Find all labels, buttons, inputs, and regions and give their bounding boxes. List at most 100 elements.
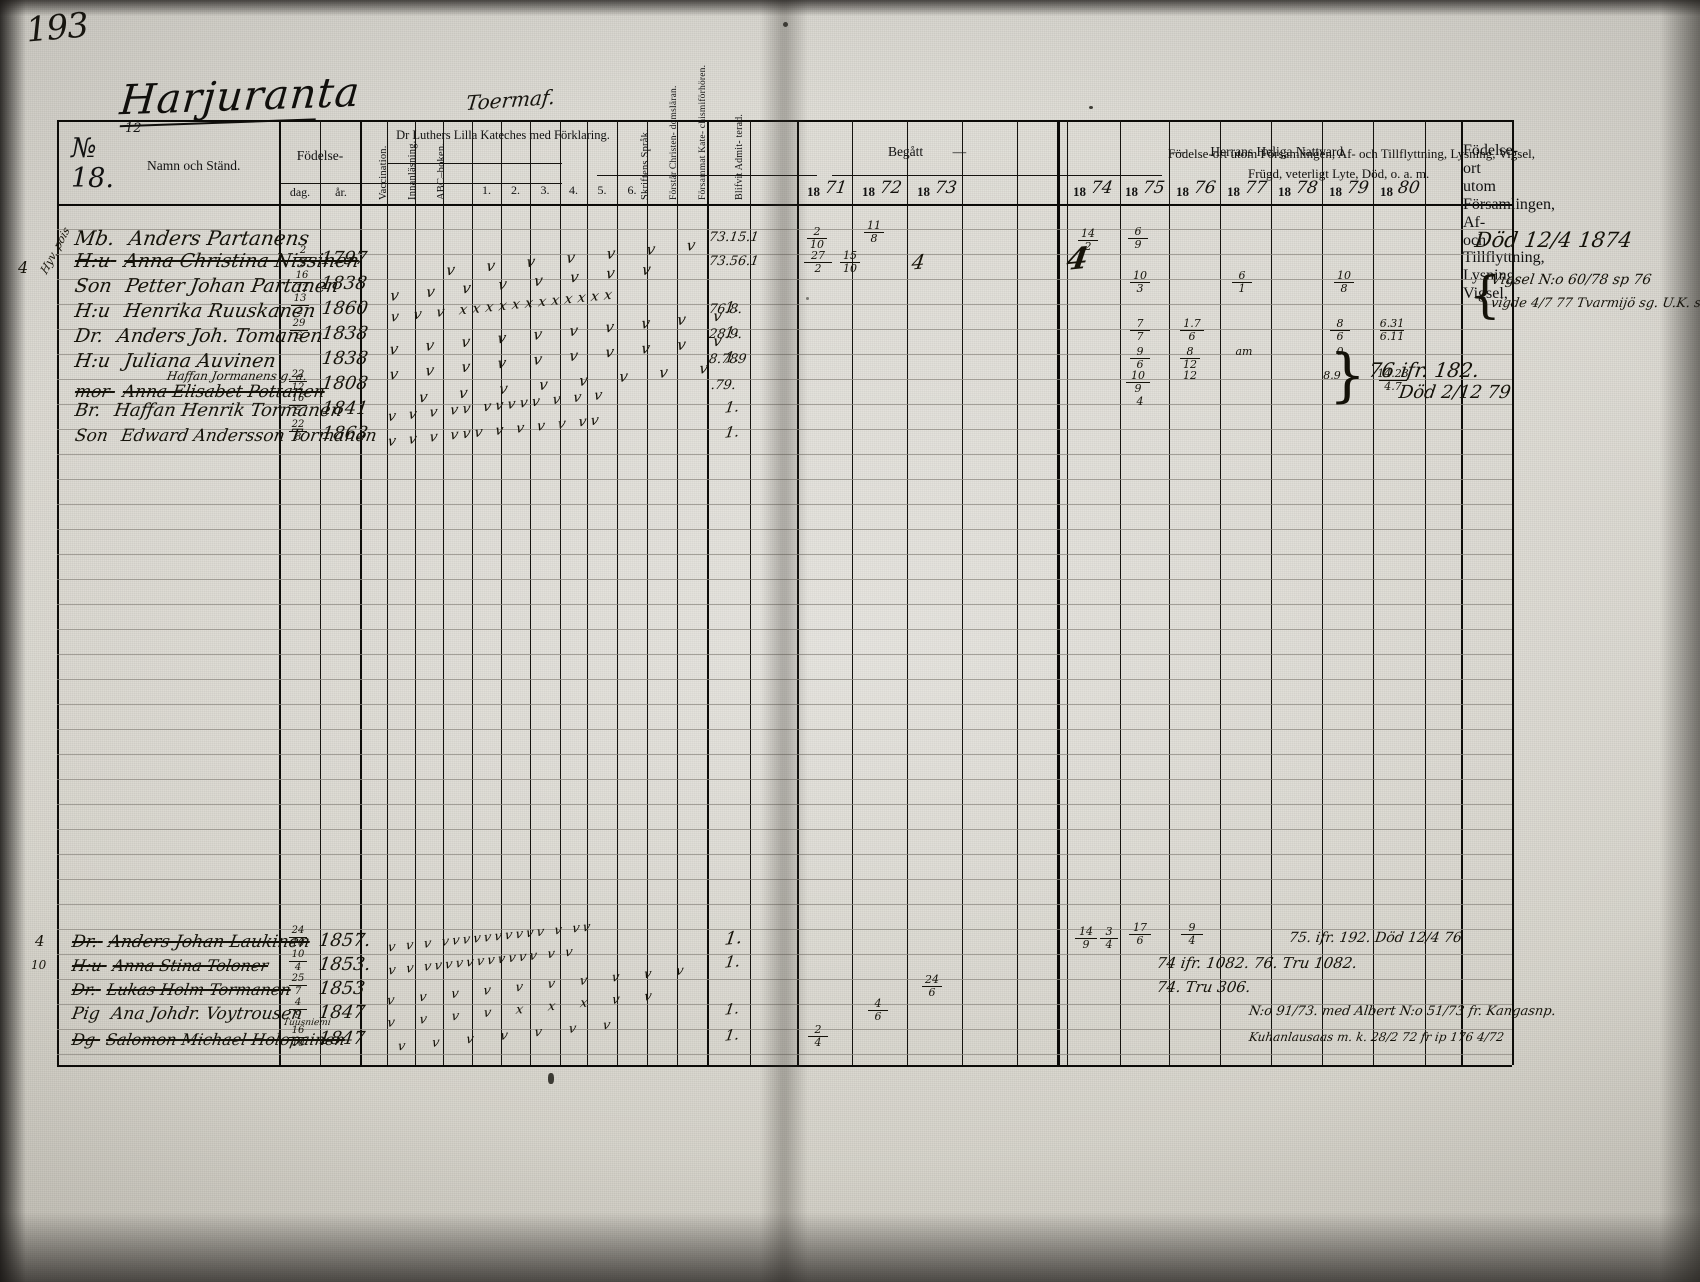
- row-birth-day: 16 12: [291, 271, 313, 294]
- row-birth-year: 1808: [320, 373, 370, 394]
- row-name: H:u Anna Christina Nissinen: [73, 250, 360, 272]
- rule-line: [57, 1029, 1512, 1030]
- row-nattvard-mark-1874: 4: [1064, 241, 1091, 278]
- rule-line: [57, 779, 1512, 780]
- row-admitterad: 1.: [723, 422, 741, 442]
- birth-day-numerator: 24: [291, 925, 305, 936]
- col-1878-right: [1322, 120, 1323, 1065]
- header-nattvard-dash: —: [1171, 144, 1186, 159]
- birth-day-denominator: 2: [299, 258, 307, 269]
- rule-line: [57, 254, 1512, 255]
- row-prefix: H:u: [70, 956, 104, 975]
- row-begatt-1871b: 27 2: [801, 250, 835, 274]
- birth-day-denominator: 8: [294, 432, 302, 443]
- birth-subhead-line: [279, 183, 562, 184]
- year-prefix-1875: 18: [1125, 184, 1138, 199]
- birth-day-denominator: 2: [296, 306, 304, 317]
- bottom-row-admitterad: 1.: [723, 951, 742, 972]
- col-border-cat1: [472, 120, 473, 1065]
- row-birth-year: 1797: [319, 248, 369, 269]
- row-nattvard-1874a: 14 2: [1075, 228, 1101, 252]
- bottom-row-admitterad: 1.: [723, 999, 741, 1019]
- col-1876-right: [1220, 120, 1221, 1065]
- bottom-row-notes: N:o 91/73. med Albert N:o 51/73 fr. Kang…: [1247, 1004, 1557, 1019]
- row-name: H:u Henrika Ruuskanen: [73, 300, 317, 322]
- birth-day-numerator: 4: [294, 997, 302, 1008]
- rule-line: [57, 504, 1512, 505]
- year-prefix-1878: 18: [1278, 184, 1291, 199]
- row-birth-year: 1863: [320, 423, 370, 444]
- birth-day-numerator: 29: [292, 318, 306, 329]
- rule-line: [57, 704, 1512, 705]
- birth-day-numerator: 22: [291, 369, 305, 380]
- year-prefix-1872: 18: [862, 184, 875, 199]
- row-nattvard-1879c: 6.31 6.11: [1379, 317, 1405, 343]
- bottom-row-birth-day: 16 10: [287, 1026, 309, 1049]
- rule-line: [57, 729, 1512, 730]
- bottom-row-notes: 74 ifr. 1082. 76. Tru 1082.: [1155, 954, 1359, 972]
- nattvard-subhead-line: [832, 175, 1162, 176]
- birth-day-denominator: 12: [291, 382, 305, 393]
- header-begatt-dash: —: [952, 144, 967, 159]
- header-innanlasning: Innanläsning.: [407, 140, 418, 200]
- rule-line: [57, 879, 1512, 880]
- row-prefix: H:u: [73, 250, 112, 272]
- row-notes: Död 2/12 79: [1397, 382, 1513, 403]
- bottom-row-name: Dr. Lukas Holm Tormanen: [70, 980, 292, 999]
- rule-line: [57, 229, 1512, 230]
- ink-speck: [806, 297, 809, 300]
- row-begatt-1871: 2 10: [804, 226, 830, 250]
- row-nattvard-1875e: 10 9: [1123, 370, 1153, 394]
- rule-line: [57, 354, 1512, 355]
- col-border-birth: [279, 120, 281, 1065]
- row-prefix: Mb.: [73, 226, 117, 250]
- village-subtitle: Toermaf.: [464, 84, 557, 116]
- col-1873-right: [962, 120, 963, 1065]
- row-birth-day: 2 2: [292, 246, 314, 269]
- page-edge-shadow-left: [0, 0, 26, 1282]
- col-border-cat6: [617, 120, 618, 1065]
- row-notes: Vigsel N:o 60/78 sp 76: [1489, 272, 1653, 288]
- row-forsummat: .79.: [709, 378, 737, 393]
- header-begatt-text: Begått: [887, 144, 924, 159]
- header-skriftens-sprak: Skriftens Språk.: [640, 129, 651, 200]
- page-edge-shadow-right: [1660, 0, 1700, 1282]
- record-number-superscript: 12: [125, 121, 142, 136]
- bottom-row-name: Pig Ana Johdr. Voytrousen: [70, 1004, 303, 1024]
- header-cat-2: 2.: [511, 183, 520, 197]
- row-name: Mb. Anders Partanens: [73, 226, 311, 250]
- bottom-row-admitterad: 1.: [723, 927, 744, 950]
- rule-line: [57, 904, 1512, 905]
- rule-line: [57, 554, 1512, 555]
- row-birth-day: 13 2: [289, 294, 311, 317]
- col-1880-right: [1425, 120, 1426, 1065]
- rule-line: [57, 954, 1512, 955]
- birth-day-numerator: 2: [299, 245, 307, 256]
- row-prefix: Br.: [73, 400, 103, 421]
- ink-speck: [548, 1073, 554, 1084]
- header-cat-3: 3.: [540, 183, 550, 197]
- bottom-nattvard-1874: 14 9: [1071, 926, 1101, 950]
- header-forstar-christendomslaran: Förstår Christen- domsläran.: [669, 85, 679, 200]
- row-prefix: H:u: [73, 300, 112, 322]
- table-bottom-border: [57, 1065, 1512, 1067]
- ink-speck: [783, 22, 788, 27]
- col-border-forsummat: [707, 120, 709, 1065]
- bottom-row-notes: 74. Tru 306.: [1155, 978, 1252, 996]
- register-table: № 18. 12 Namn och Ständ. Födelse- dag. å…: [31, 65, 1700, 1067]
- rule-line: [57, 979, 1512, 980]
- header-birth-day: dag.: [289, 185, 311, 199]
- row-begatt-mark: 4: [910, 249, 927, 275]
- row-prefix: Dg: [70, 1030, 97, 1049]
- bottom-nattvard-1875: 17 6: [1125, 922, 1155, 946]
- rule-line: [57, 529, 1512, 530]
- page-edge-shadow-top: [0, 0, 1700, 16]
- col-border-abc: [443, 120, 444, 1065]
- rule-line: [57, 429, 1512, 430]
- col-notes-left: [1461, 120, 1463, 1065]
- margin-mark-top: 4: [18, 258, 29, 277]
- col-border-birthday: [320, 120, 321, 1065]
